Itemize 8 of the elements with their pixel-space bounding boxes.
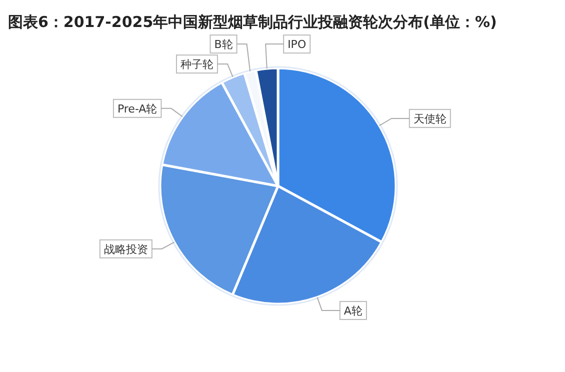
- slice-label: B轮: [214, 38, 233, 52]
- chart-title: 图表6：2017-2025年中国新型烟草制品行业投融资轮次分布(单位：%): [8, 13, 497, 31]
- slice-label: A轮: [344, 304, 362, 318]
- slice-label: IPO: [288, 38, 306, 52]
- slice-label: Pre-A轮: [117, 102, 158, 116]
- slice-label: 种子轮: [180, 58, 214, 72]
- slice-label: 战略投资: [104, 242, 148, 256]
- slice-label: 天使轮: [413, 112, 446, 126]
